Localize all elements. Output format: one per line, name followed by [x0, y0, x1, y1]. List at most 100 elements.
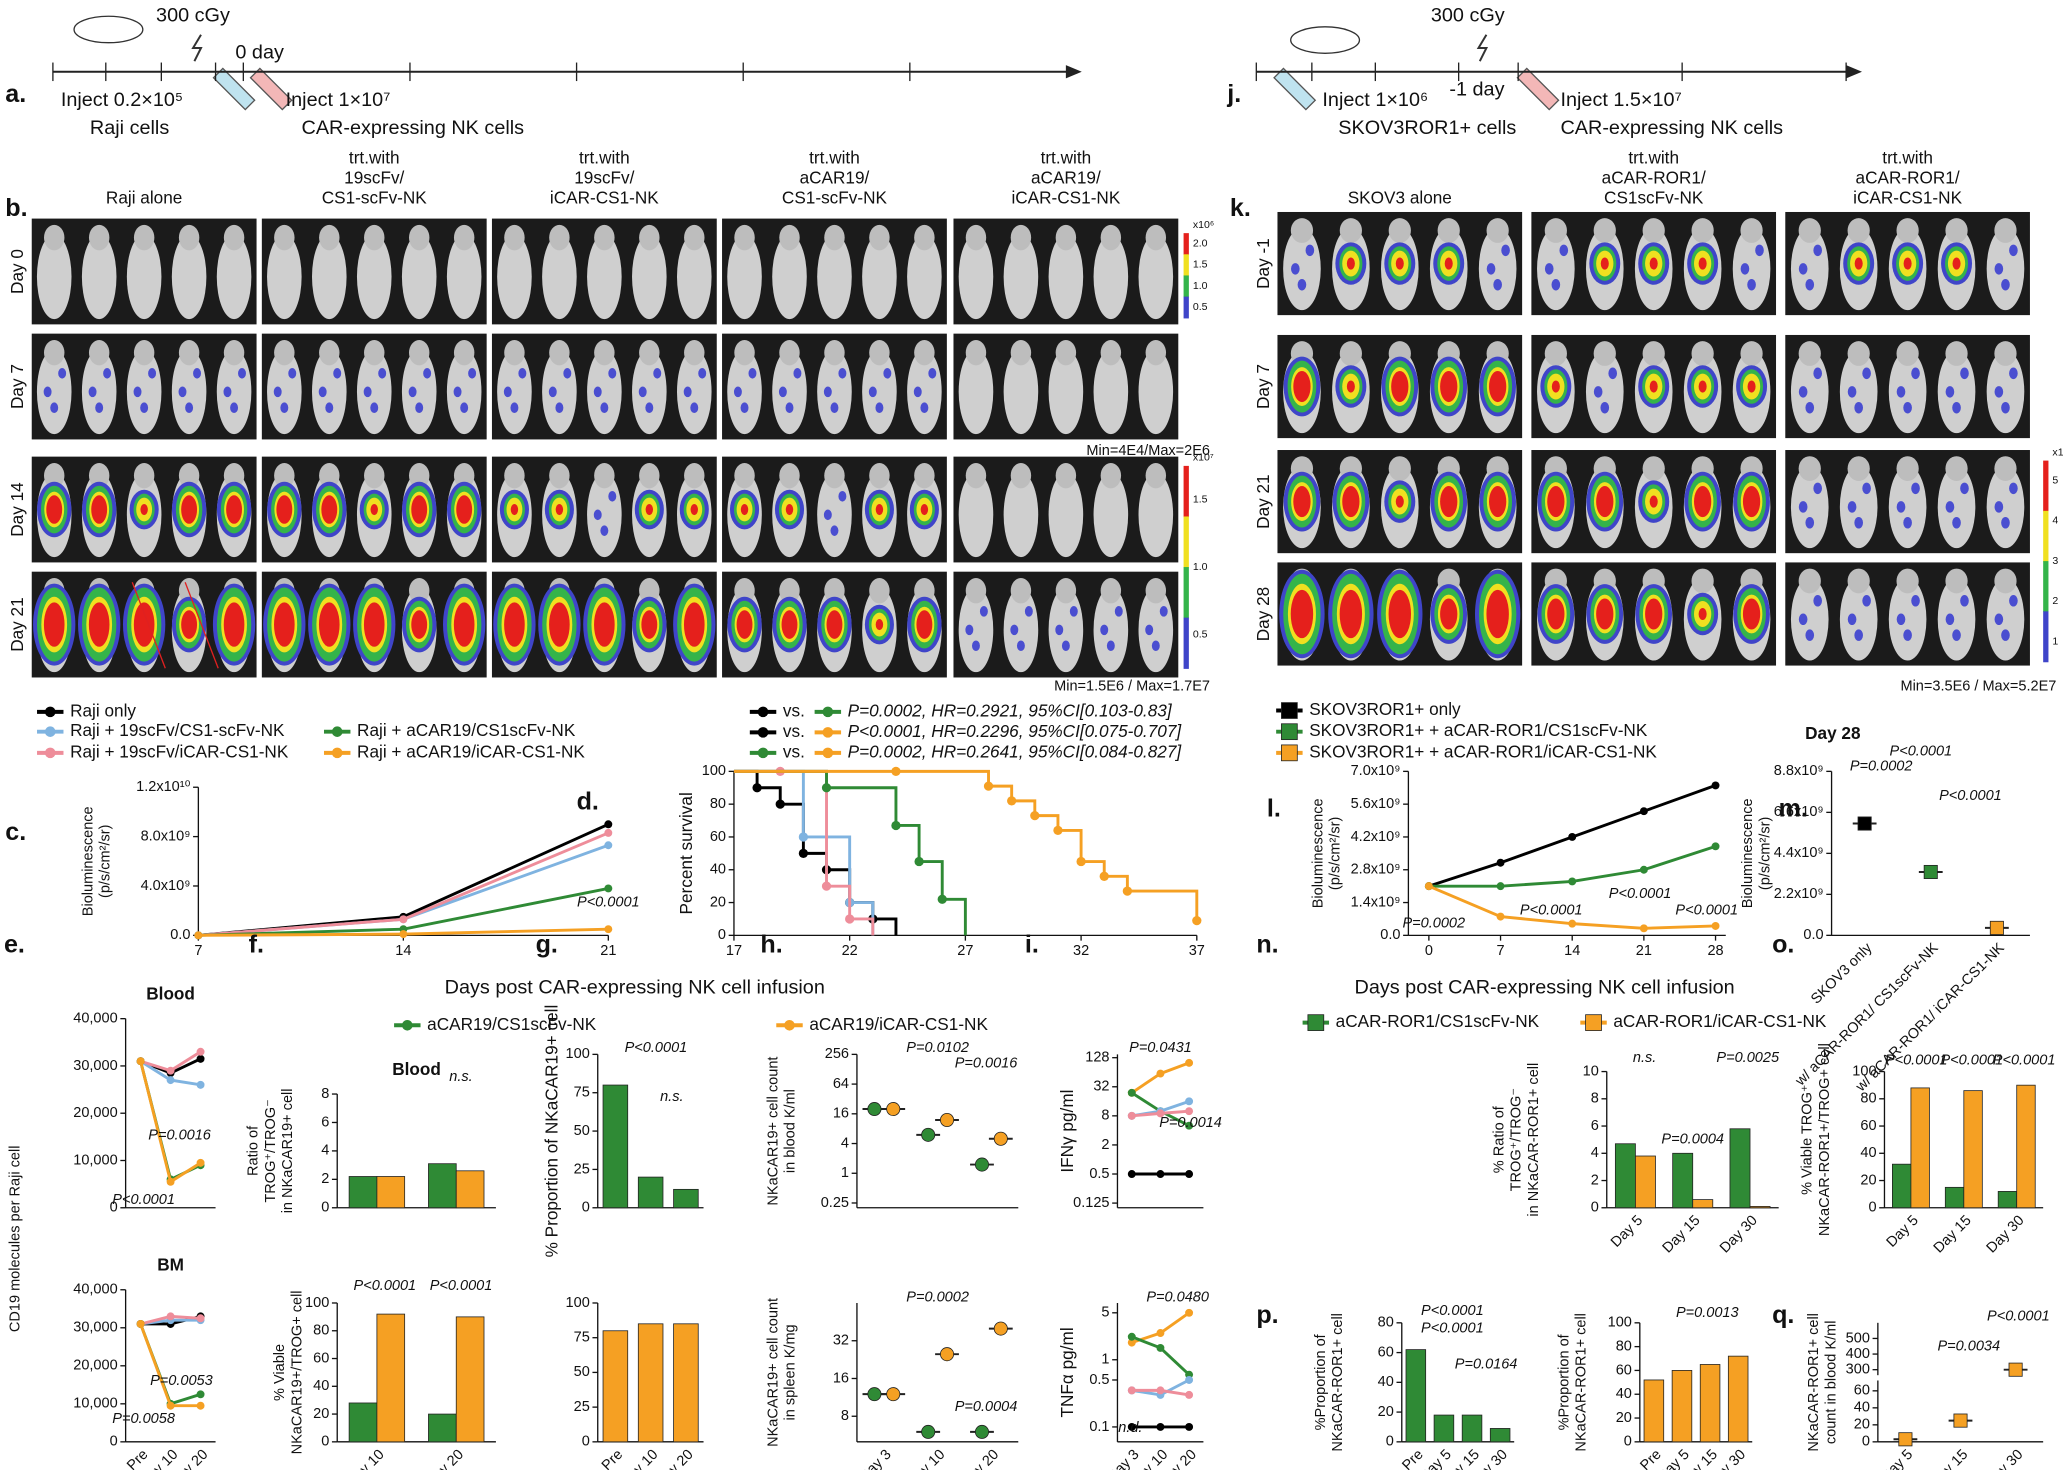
colorbar — [2043, 611, 2049, 663]
signal — [928, 368, 937, 379]
data-point — [1185, 1121, 1194, 1130]
signal — [370, 402, 379, 413]
y-tick-label: 4.2x10⁹ — [1351, 829, 1401, 845]
data-point — [2008, 1362, 2023, 1377]
mouse-image — [1145, 339, 1167, 366]
colorbar — [2043, 510, 2049, 562]
y-axis-label: NKaCAR19+ cell count — [765, 1298, 781, 1447]
signal — [883, 368, 892, 379]
colorbar — [1183, 233, 1189, 255]
signal — [318, 602, 340, 647]
data-point — [1156, 1170, 1165, 1178]
censor-point — [821, 783, 832, 793]
signal — [518, 368, 527, 379]
signal — [2001, 401, 2010, 414]
signal — [1694, 486, 1712, 518]
y-tick-label: 0.25 — [821, 1195, 849, 1211]
signal — [2001, 516, 2010, 529]
y-axis-label: NKaCAR-ROR1+ cell — [1330, 1313, 1346, 1452]
signal — [1100, 624, 1109, 636]
y-axis-label: (p/s/cm²/sr) — [1328, 817, 1344, 890]
bar — [1963, 1090, 1983, 1209]
y-tick-label: 80 — [1616, 1338, 1632, 1354]
mouse-image — [1847, 341, 1870, 366]
mouse-image — [549, 462, 570, 489]
deceased-mark — [131, 582, 166, 669]
inject-text: Inject 1×10⁶ — [1322, 89, 1428, 111]
signal — [608, 368, 617, 379]
y-tick-label: 20 — [1854, 1417, 1870, 1433]
chart: 0 25 50 75 100 g. % Proportion of NKaCAR19+ ce… — [536, 931, 704, 1258]
mouse-image — [727, 234, 762, 320]
mouse-image — [1003, 234, 1039, 320]
mouse-image — [504, 224, 525, 251]
y-tick-label: 40 — [710, 862, 726, 878]
y-tick-label: 1 — [1101, 1352, 1109, 1368]
legend-swatch — [44, 747, 56, 759]
y-axis-label: %Proportion of — [1556, 1333, 1572, 1430]
signal — [325, 402, 334, 413]
legend-label: vs. — [783, 721, 805, 741]
colorbar-label: 2.0 — [1193, 238, 1208, 250]
signal — [1559, 244, 1569, 257]
data-point — [1568, 832, 1577, 841]
bar — [1727, 1355, 1749, 1443]
data-point — [1127, 1332, 1136, 1341]
colorbar-label: x10⁷ — [2052, 446, 2063, 458]
signal — [1847, 386, 1857, 398]
signal — [140, 402, 149, 413]
colorbar — [2043, 460, 2049, 512]
mouse-image — [639, 224, 660, 251]
y-tick-label: 64 — [833, 1076, 849, 1092]
data-point — [1185, 1308, 1194, 1317]
data-point — [166, 1401, 175, 1410]
data-point — [1185, 1170, 1194, 1178]
annotation: P<0.0001 — [430, 1278, 493, 1294]
data-point — [166, 1076, 175, 1085]
mouse-image — [1093, 349, 1129, 435]
mouse-image — [1691, 568, 1714, 594]
signal — [1862, 367, 1871, 380]
y-tick-label: 25 — [574, 1399, 590, 1415]
signal — [178, 386, 187, 398]
series-line — [1131, 1311, 1190, 1344]
bar — [348, 1402, 378, 1443]
y-tick-label: 40 — [1860, 1145, 1876, 1161]
legend-swatch — [757, 747, 769, 759]
signal — [411, 610, 428, 639]
annotation: P=0.0016 — [955, 1055, 1019, 1071]
data-point — [1898, 1432, 1913, 1447]
mouse-image — [1798, 218, 1821, 243]
signal — [1805, 629, 1815, 641]
y-tick-label: 100 — [1852, 1063, 1876, 1079]
y-axis-label: NKaCAR-ROR1+ cell — [1573, 1313, 1589, 1452]
signal — [555, 402, 564, 413]
signal — [1896, 613, 1906, 626]
imaging-panel: Raji alonetrt.with19scFv/CS1-scFv-NKtrt.… — [7, 148, 1179, 678]
bar — [428, 1163, 457, 1209]
mouse-image — [319, 462, 340, 489]
y-axis-label: % Ratio of — [1491, 1105, 1507, 1173]
mouse-image — [1145, 224, 1167, 251]
legend-label: SKOV3ROR1+ only — [1309, 699, 1461, 719]
bar — [455, 1316, 485, 1443]
y-tick-label: 60 — [1854, 1383, 1870, 1399]
signal — [1649, 380, 1658, 393]
mouse-image — [178, 339, 200, 366]
mouse-image — [1896, 568, 1919, 594]
x-tick-label: Day 5 — [1608, 1213, 1646, 1251]
legend-swatch — [1281, 723, 1298, 741]
bar — [1643, 1379, 1665, 1443]
mouse-image — [453, 462, 475, 489]
y-tick-label: 60 — [1616, 1362, 1632, 1378]
bar — [1489, 1428, 1511, 1443]
colorbar-label: 1 — [2052, 635, 2058, 647]
x-tick-label: Day 5 — [1878, 1447, 1916, 1470]
signal — [1813, 244, 1823, 257]
mouse-image — [1290, 218, 1314, 243]
annotation: P<0.0001 — [1890, 744, 1953, 760]
y-axis-label: % Proportion of NKaCAR19+ cell — [541, 1005, 561, 1258]
mouse-image — [632, 234, 667, 320]
signal — [1596, 486, 1614, 518]
